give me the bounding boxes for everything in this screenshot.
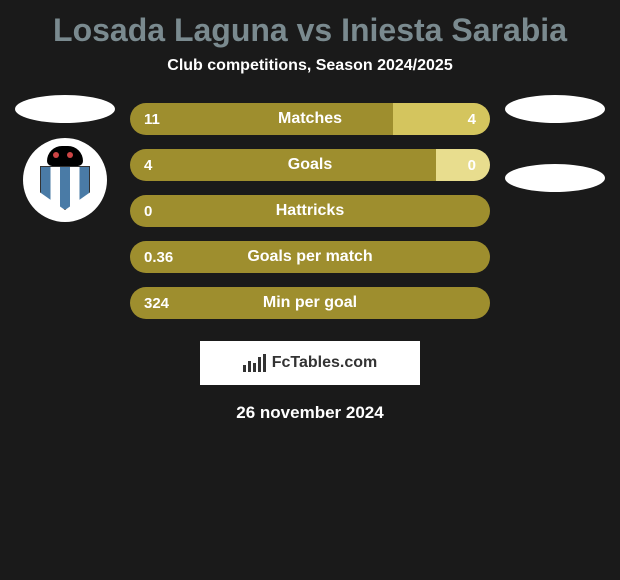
stat-value-right: 4 (393, 103, 490, 135)
comparison-subtitle: Club competitions, Season 2024/2025 (10, 57, 610, 95)
right-player-col (500, 95, 610, 192)
club-badge-right (505, 164, 605, 192)
brand-footer[interactable]: FcTables.com (200, 341, 420, 385)
comparison-title: Losada Laguna vs Iniesta Sarabia (10, 0, 610, 57)
stat-value-left: 11 (130, 103, 393, 135)
stat-value-left: 4 (130, 149, 436, 181)
club-badge-left (23, 138, 107, 222)
stats-column: 114Matches 40Goals 0Hattricks 0.36Goals per… (130, 95, 490, 319)
stat-value-left: 324 (130, 287, 490, 319)
stat-bar: 0.36Goals per match (130, 241, 490, 273)
stat-bar: 114Matches (130, 103, 490, 135)
chart-icon (243, 354, 266, 372)
player-photo-right (505, 95, 605, 123)
stat-value-left: 0.36 (130, 241, 490, 273)
left-player-col (10, 95, 120, 222)
infographic-date: 26 november 2024 (10, 403, 610, 423)
stat-value-right: 0 (436, 149, 490, 181)
stat-bar: 324Min per goal (130, 287, 490, 319)
stat-value-left: 0 (130, 195, 490, 227)
brand-label: FcTables.com (272, 354, 378, 372)
player-photo-left (15, 95, 115, 123)
stat-bar: 0Hattricks (130, 195, 490, 227)
comparison-area: 114Matches 40Goals 0Hattricks 0.36Goals per… (10, 95, 610, 319)
stat-bar: 40Goals (130, 149, 490, 181)
